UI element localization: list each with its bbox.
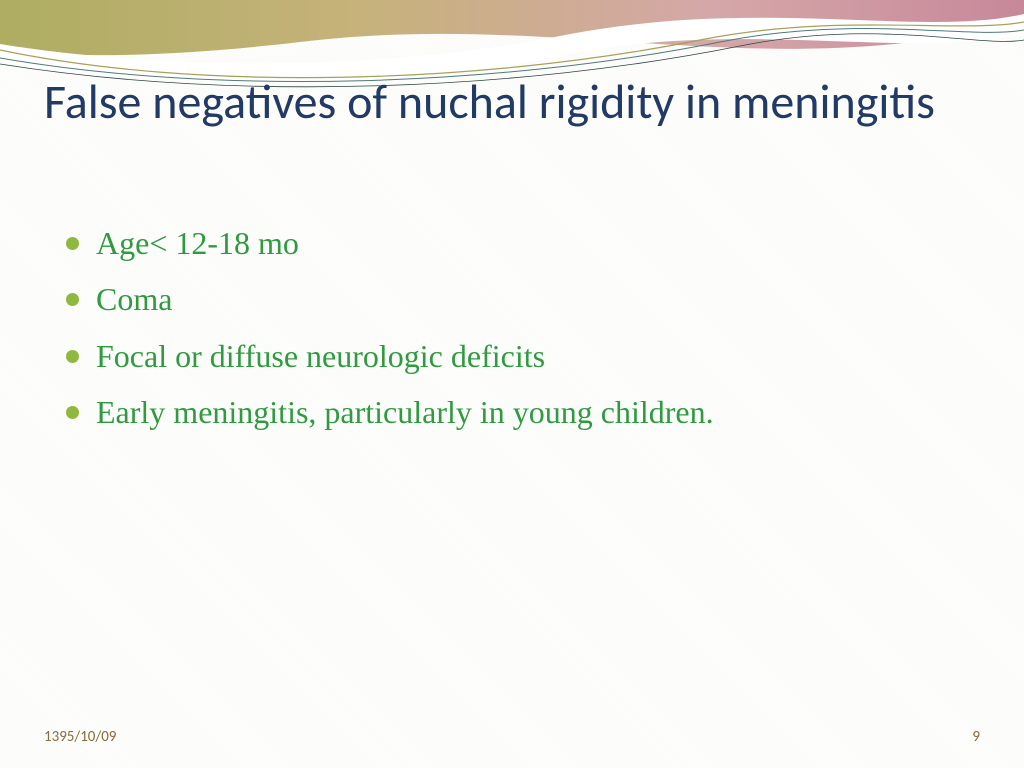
footer-page-number: 9 [972, 728, 980, 746]
slide-body: Age< 12-18 mo Coma Focal or diffuse neur… [60, 220, 954, 446]
slide: False negatives of nuchal rigidity in me… [0, 0, 1024, 768]
list-item: Age< 12-18 mo [60, 220, 954, 266]
list-item: Coma [60, 276, 954, 322]
footer-date: 1395/10/09 [44, 728, 116, 746]
list-item: Early meningitis, particularly in young … [60, 389, 954, 435]
slide-title: False negatives of nuchal rigidity in me… [44, 76, 954, 129]
bullet-list: Age< 12-18 mo Coma Focal or diffuse neur… [60, 220, 954, 436]
list-item: Focal or diffuse neurologic deficits [60, 333, 954, 379]
